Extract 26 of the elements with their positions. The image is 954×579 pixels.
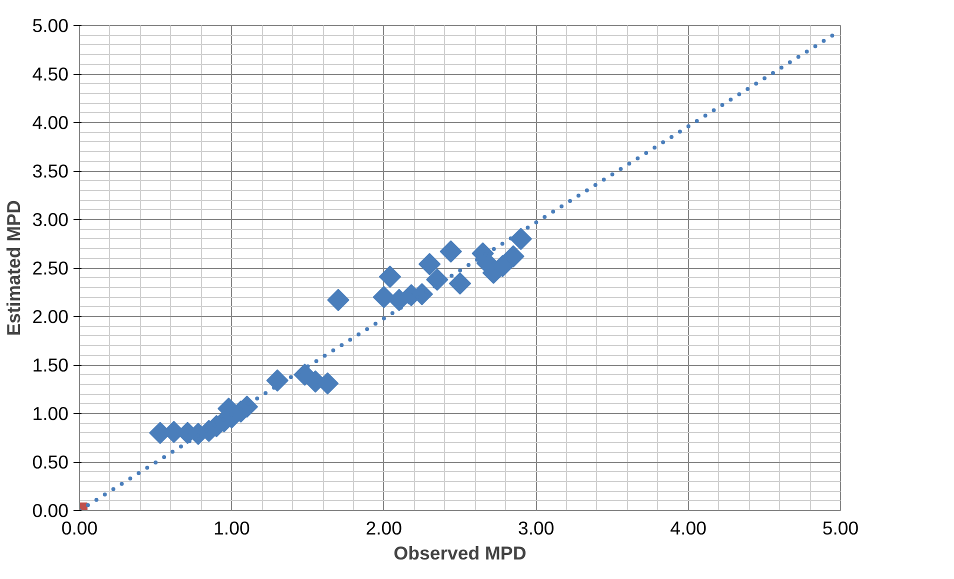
x-tick-label: 4.00 bbox=[670, 518, 706, 538]
point bbox=[440, 240, 462, 263]
y-tick-label: 4.50 bbox=[32, 64, 68, 84]
point bbox=[426, 268, 448, 291]
x-tick-label: 3.00 bbox=[518, 518, 554, 538]
y-tick-label: 2.00 bbox=[32, 306, 68, 327]
y-tick-label: 2.50 bbox=[32, 258, 68, 278]
point bbox=[266, 369, 288, 392]
point bbox=[502, 245, 524, 268]
y-tick-label: 3.50 bbox=[32, 160, 68, 182]
x-tick-label: 5.00 bbox=[822, 518, 859, 538]
x-tick-label: 2.00 bbox=[366, 518, 402, 538]
y-tick-label: 1.50 bbox=[32, 354, 68, 376]
x-axis-title: Observed MPD bbox=[394, 542, 526, 564]
point bbox=[510, 228, 532, 250]
y-tick-label: 4.00 bbox=[32, 112, 68, 133]
point bbox=[448, 272, 472, 295]
y-tick-label: 1.00 bbox=[32, 403, 68, 424]
point bbox=[327, 288, 350, 312]
y-axis-title: Estimated MPD bbox=[3, 200, 24, 336]
y-tick-label: 0.50 bbox=[32, 452, 68, 472]
y-tick-label: 5.00 bbox=[32, 15, 68, 36]
point bbox=[378, 266, 402, 288]
y-tick-label: 3.00 bbox=[32, 209, 68, 230]
point bbox=[418, 253, 441, 276]
x-tick-label: 1.00 bbox=[214, 518, 250, 538]
